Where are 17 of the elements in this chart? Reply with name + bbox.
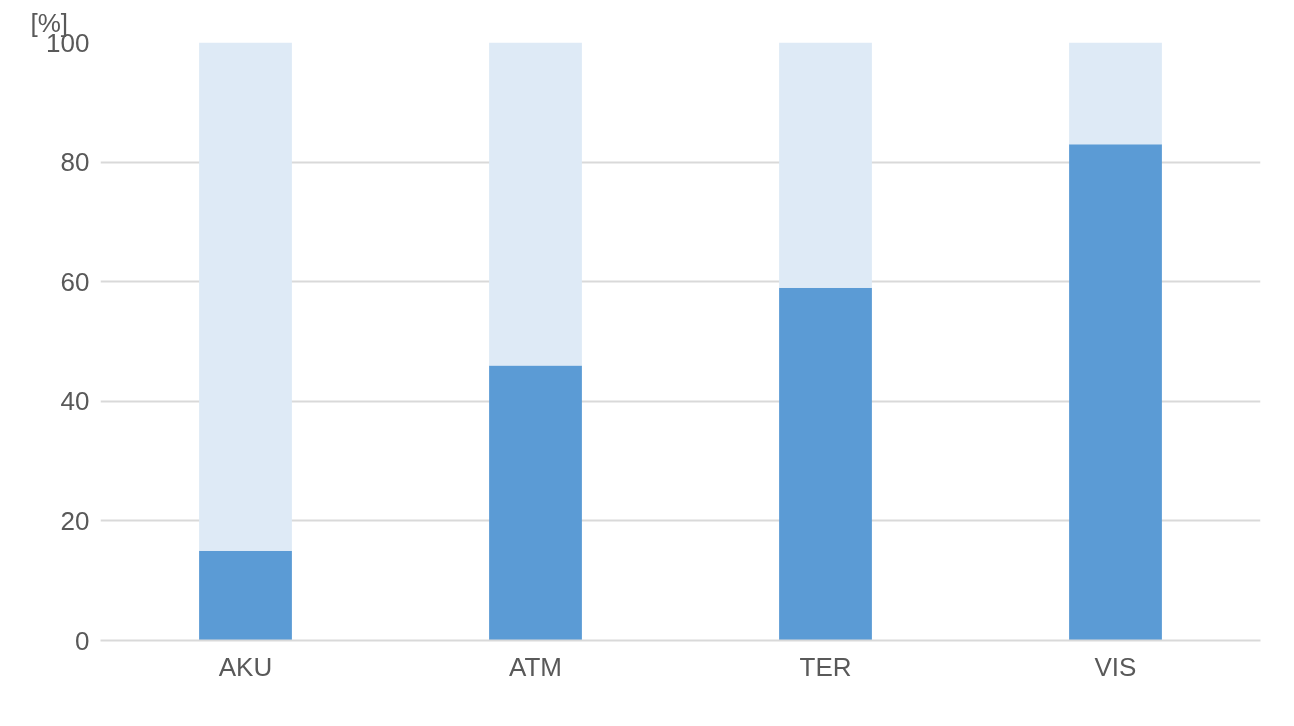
x-tick-label: TER (799, 651, 852, 682)
bar (489, 42, 582, 366)
x-tick-label: VIS (1094, 651, 1137, 682)
bar (779, 287, 872, 641)
x-tick-label: AKU (218, 651, 273, 682)
y-tick-label: 20 (60, 505, 90, 536)
y-tick-label: 60 (60, 266, 90, 297)
bar (199, 550, 292, 641)
bar (199, 42, 292, 551)
y-tick-label: 40 (60, 386, 90, 417)
bar (1069, 144, 1162, 641)
bar (489, 365, 582, 641)
bar (1069, 42, 1162, 145)
y-tick-label: 80 (60, 147, 90, 178)
y-tick-label: 0 (75, 625, 90, 656)
x-tick-label: ATM (509, 651, 562, 682)
bar (779, 42, 872, 288)
